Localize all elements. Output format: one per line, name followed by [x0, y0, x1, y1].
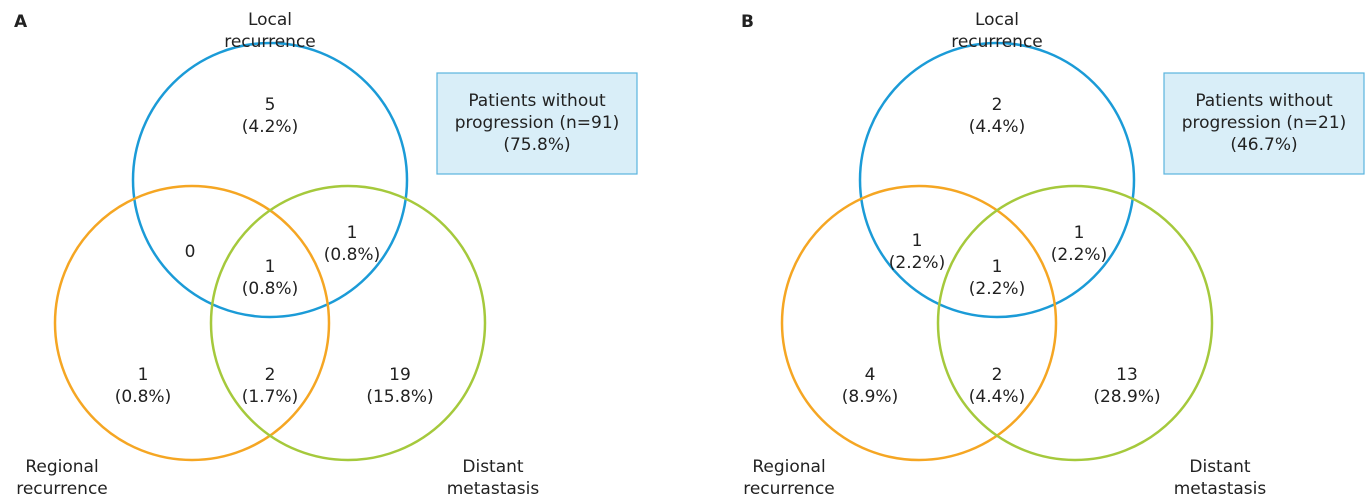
panel-label: A: [14, 12, 28, 32]
region-count: 1: [138, 365, 149, 385]
region-percent: (15.8%): [366, 387, 433, 407]
region-count: 5: [265, 95, 276, 115]
info-box-text: Patients without: [468, 91, 606, 111]
region-percent: (4.2%): [242, 117, 298, 137]
set-label: metastasis: [1174, 479, 1267, 499]
set-label: Distant: [462, 457, 524, 477]
region-percent: (2.2%): [969, 279, 1025, 299]
info-box: [436, 72, 638, 175]
region-count: 4: [865, 365, 876, 385]
panel-label: B: [741, 12, 754, 32]
info-box-text: (75.8%): [503, 135, 570, 155]
set-label: Regional: [25, 457, 98, 477]
region-percent: (4.4%): [969, 387, 1025, 407]
region-count: 1: [1074, 223, 1085, 243]
set-label: Local: [248, 10, 292, 30]
region-count: 2: [265, 365, 276, 385]
region-count: 2: [992, 365, 1003, 385]
region-count: 0: [185, 242, 196, 262]
set-circle: [936, 184, 1214, 462]
info-box-text: (46.7%): [1230, 135, 1297, 155]
set-label: metastasis: [447, 479, 540, 499]
region-percent: (0.8%): [242, 279, 298, 299]
region-count: 1: [992, 257, 1003, 277]
region-count: 19: [389, 365, 411, 385]
info-box-text: progression (n=91): [455, 113, 620, 133]
region-count: 1: [265, 257, 276, 277]
region-count: 13: [1116, 365, 1138, 385]
region-count: 2: [992, 95, 1003, 115]
info-box: [1163, 72, 1365, 175]
set-label: recurrence: [224, 32, 316, 52]
set-circle: [131, 41, 409, 319]
set-circle: [780, 184, 1058, 462]
set-circle: [858, 41, 1136, 319]
region-percent: (28.9%): [1093, 387, 1160, 407]
region-percent: (2.2%): [889, 253, 945, 273]
set-label: recurrence: [16, 479, 108, 499]
set-circle: [209, 184, 487, 462]
region-percent: (0.8%): [324, 245, 380, 265]
region-percent: (8.9%): [842, 387, 898, 407]
set-label: Local: [975, 10, 1019, 30]
region-count: 1: [912, 231, 923, 251]
region-percent: (0.8%): [115, 387, 171, 407]
info-box-text: progression (n=21): [1182, 113, 1347, 133]
set-circle: [53, 184, 331, 462]
region-count: 1: [347, 223, 358, 243]
region-percent: (4.4%): [969, 117, 1025, 137]
region-percent: (2.2%): [1051, 245, 1107, 265]
set-label: Distant: [1189, 457, 1251, 477]
set-label: Regional: [752, 457, 825, 477]
region-percent: (1.7%): [242, 387, 298, 407]
set-label: recurrence: [951, 32, 1043, 52]
info-box-text: Patients without: [1195, 91, 1333, 111]
set-label: recurrence: [743, 479, 835, 499]
